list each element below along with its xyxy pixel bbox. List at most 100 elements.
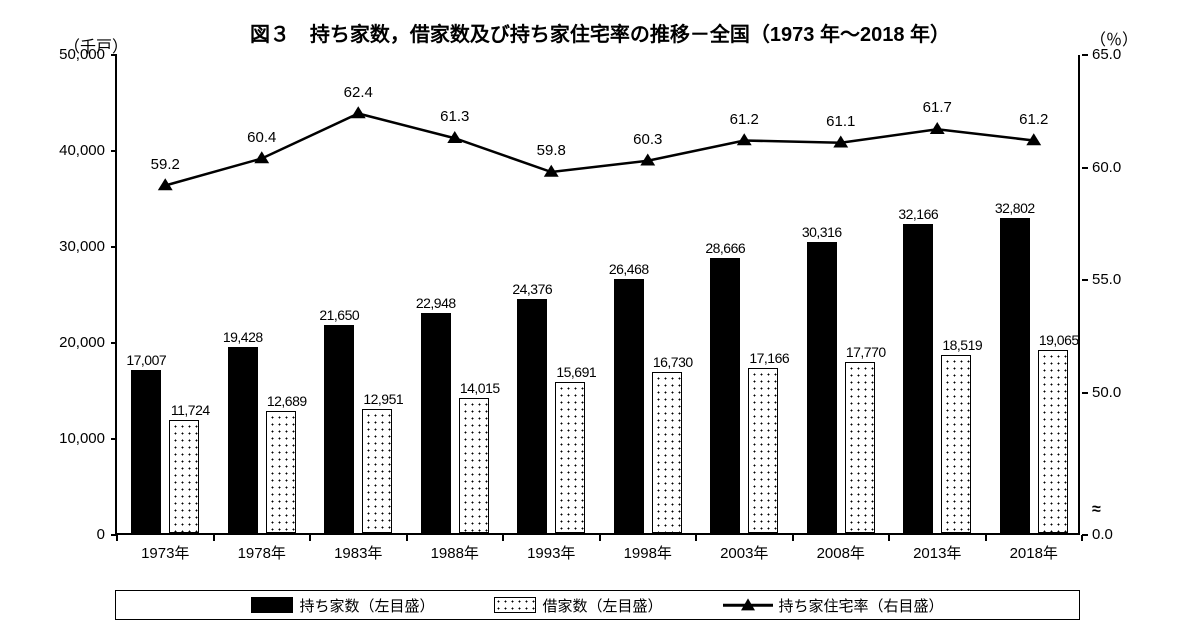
rate-line bbox=[165, 114, 1034, 186]
bar-owned bbox=[421, 313, 451, 533]
y-right-tick-label: 65.0 bbox=[1092, 46, 1142, 63]
rate-marker-label: 61.7 bbox=[923, 99, 952, 116]
bar-rented bbox=[169, 420, 199, 533]
x-category-label: 2003年 bbox=[720, 542, 768, 563]
rate-marker bbox=[351, 106, 366, 118]
x-tick-mark bbox=[695, 535, 697, 541]
bar-owned bbox=[131, 370, 161, 533]
bar-owned-label: 30,316 bbox=[802, 224, 842, 240]
bar-owned-label: 32,802 bbox=[995, 200, 1035, 216]
bar-owned bbox=[517, 299, 547, 533]
legend-label-rate: 持ち家住宅率（右目盛） bbox=[779, 595, 944, 616]
x-tick-mark bbox=[116, 535, 118, 541]
bar-owned bbox=[903, 224, 933, 533]
legend-item-rented: 借家数（左目盛） bbox=[494, 595, 662, 616]
y-left-tick-mark bbox=[111, 342, 117, 344]
x-tick-mark bbox=[792, 535, 794, 541]
bar-owned-label: 28,666 bbox=[705, 240, 745, 256]
x-tick-mark bbox=[888, 535, 890, 541]
bar-rented-label: 18,519 bbox=[942, 337, 982, 353]
bar-owned-label: 17,007 bbox=[126, 352, 166, 368]
bar-rented bbox=[459, 398, 489, 533]
bar-owned bbox=[228, 347, 258, 534]
x-category-label: 1998年 bbox=[624, 542, 672, 563]
bar-owned bbox=[710, 258, 740, 533]
x-category-label: 1978年 bbox=[238, 542, 286, 563]
bar-owned-label: 32,166 bbox=[898, 206, 938, 222]
bar-rented bbox=[845, 362, 875, 533]
line-series-svg bbox=[117, 55, 1078, 535]
y-left-tick-label: 10,000 bbox=[45, 430, 105, 447]
y-left-tick-label: 30,000 bbox=[45, 238, 105, 255]
bar-rented bbox=[652, 372, 682, 533]
x-tick-mark bbox=[309, 535, 311, 541]
bar-rented-label: 15,691 bbox=[556, 364, 596, 380]
legend-item-owned: 持ち家数（左目盛） bbox=[251, 595, 434, 616]
plot-area: 1973年1978年1983年1988年1993年1998年2003年2008年… bbox=[115, 55, 1080, 535]
legend: 持ち家数（左目盛） 借家数（左目盛） 持ち家住宅率（右目盛） bbox=[115, 590, 1080, 620]
y-left-tick-mark bbox=[111, 150, 117, 152]
x-tick-mark bbox=[213, 535, 215, 541]
x-tick-mark bbox=[406, 535, 408, 541]
rate-marker-label: 61.1 bbox=[826, 113, 855, 130]
x-category-label: 2008年 bbox=[817, 542, 865, 563]
x-tick-mark bbox=[1081, 535, 1083, 541]
x-category-label: 1983年 bbox=[334, 542, 382, 563]
legend-swatch-dotted bbox=[494, 597, 536, 613]
legend-swatch-line bbox=[723, 597, 773, 613]
y-left-tick-label: 0 bbox=[45, 526, 105, 543]
bar-rented-label: 11,724 bbox=[171, 402, 210, 418]
rate-marker bbox=[737, 133, 752, 145]
rate-marker-label: 59.8 bbox=[537, 142, 566, 159]
y-right-tick-mark bbox=[1082, 167, 1088, 169]
bar-rented bbox=[941, 355, 971, 533]
y-left-tick-mark bbox=[111, 246, 117, 248]
bar-owned-label: 24,376 bbox=[512, 281, 552, 297]
x-category-label: 2018年 bbox=[1010, 542, 1058, 563]
bar-rented-label: 17,166 bbox=[749, 350, 789, 366]
bar-owned bbox=[614, 279, 644, 533]
bar-rented-label: 12,951 bbox=[363, 391, 403, 407]
bar-rented bbox=[1038, 350, 1068, 533]
bar-rented-label: 17,770 bbox=[846, 344, 886, 360]
bar-rented-label: 14,015 bbox=[460, 380, 500, 396]
y-left-tick-mark bbox=[111, 438, 117, 440]
y-left-tick-label: 40,000 bbox=[45, 142, 105, 159]
y-right-tick-label: 50.0 bbox=[1092, 384, 1142, 401]
legend-swatch-solid bbox=[251, 597, 293, 613]
y-right-tick-mark bbox=[1082, 279, 1088, 281]
x-category-label: 1973年 bbox=[141, 542, 189, 563]
rate-marker-label: 62.4 bbox=[344, 84, 373, 101]
bar-rented bbox=[748, 368, 778, 533]
y-left-tick-mark bbox=[111, 54, 117, 56]
x-tick-mark bbox=[985, 535, 987, 541]
bar-owned-label: 26,468 bbox=[609, 261, 649, 277]
axis-break-glyph: ≈ bbox=[1092, 501, 1101, 519]
rate-marker bbox=[930, 122, 945, 134]
legend-label-owned: 持ち家数（左目盛） bbox=[299, 595, 434, 616]
bar-rented-label: 16,730 bbox=[653, 354, 693, 370]
rate-marker-label: 60.3 bbox=[633, 131, 662, 148]
rate-marker-label: 61.3 bbox=[440, 108, 469, 125]
y-left-tick-label: 50,000 bbox=[45, 46, 105, 63]
bar-owned bbox=[807, 242, 837, 533]
bar-owned-label: 22,948 bbox=[416, 295, 456, 311]
x-category-label: 2013年 bbox=[913, 542, 961, 563]
x-tick-mark bbox=[599, 535, 601, 541]
bar-owned bbox=[1000, 218, 1030, 533]
y-right-tick-label: 60.0 bbox=[1092, 159, 1142, 176]
bar-rented bbox=[266, 411, 296, 533]
y-right-tick-mark bbox=[1082, 54, 1088, 56]
bar-owned-label: 21,650 bbox=[319, 307, 359, 323]
bar-rented-label: 19,065 bbox=[1039, 332, 1079, 348]
y-right-tick-mark bbox=[1082, 392, 1088, 394]
rate-marker-label: 61.2 bbox=[1019, 111, 1048, 128]
y-left-tick-label: 20,000 bbox=[45, 334, 105, 351]
bar-owned-label: 19,428 bbox=[223, 329, 263, 345]
chart-title: 図３ 持ち家数，借家数及び持ち家住宅率の推移－全国（1973 年～2018 年） bbox=[0, 18, 1200, 47]
bar-rented bbox=[362, 409, 392, 533]
bar-rented-label: 12,689 bbox=[267, 393, 307, 409]
y-right-tick-label: 55.0 bbox=[1092, 271, 1142, 288]
legend-item-rate: 持ち家住宅率（右目盛） bbox=[723, 595, 944, 616]
x-tick-mark bbox=[502, 535, 504, 541]
